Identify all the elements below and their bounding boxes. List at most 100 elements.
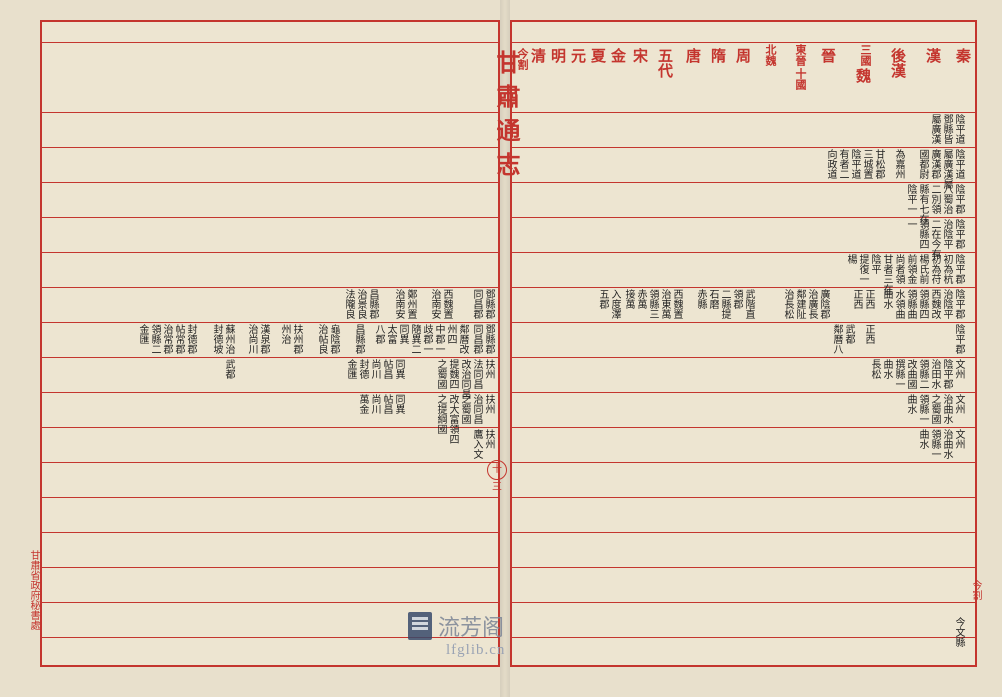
cell-text: 領郡 [730,289,742,309]
cell-text: 陰平一 [904,184,916,214]
cell-text: 曲水 [904,394,916,414]
cell-text: 廣漢郡 [928,149,940,179]
cell-text: 提魏四 [446,359,458,389]
cell-text: 隨異二 [408,324,420,354]
cell-text: 法同昌 [470,359,482,389]
rule [512,357,975,358]
dyn-han: 漢 [927,48,943,63]
cell-text: 撰縣一 [892,359,904,389]
cell-text: 西魏置 [670,289,682,319]
cell-text: 曲水 [880,289,892,309]
cell-text: 陰平郡 [952,219,964,249]
cell-text: 治陰平 [940,289,952,319]
printer-note: 甘肅省政府秘書處 [26,550,41,630]
cell-text: 有者二 [836,149,848,179]
cell-text: 尚川 [368,394,380,414]
right-page: 秦 漢 後漢 三國 魏 晉 東晉 十國 北魏 周 隋 唐 五代 宋 金 夏 元 … [510,20,977,667]
cell-text: 廣陰郡 [817,289,829,319]
cell-text: 帖昌 [380,394,392,414]
cell-text: 陰平郡 [952,184,964,214]
cell-text: 扶州 [482,359,494,379]
cell-text: 陰平道 [952,149,964,179]
cell-text: 領縣四 [916,219,928,249]
cell-text: 領縣一 [916,394,928,424]
cell-text: 屬廣漢屬 [940,149,952,189]
rule [512,147,975,148]
cell-text: 金匯 [136,324,148,344]
cell-text: 改大富領四 [446,394,458,444]
rule [42,147,498,148]
cell-text: 八郡 [372,324,384,344]
cell-text: 八蜀治 [940,184,952,214]
dyn-qin: 秦 [957,48,973,63]
cell-text: 治廣長 [805,289,817,319]
cell-text: 赤萬 [634,289,646,309]
cell-text: 之蜀國 [928,394,940,424]
cell-text: 龜陰郡 [327,324,339,354]
dyn-qing: 清 [532,48,548,63]
cell-text: 國都尉 [916,149,928,179]
cell-text: 陰平郡 [952,289,964,319]
dyn-jin2: 金 [612,48,628,63]
cell-text: 領縣三 [646,289,658,319]
cell-text: 改曲國 [904,359,916,389]
cell-text: 初為杭 [940,254,952,284]
rule [42,217,498,218]
cell-text: 治陰平 [940,219,952,249]
dyn-song: 宋 [634,48,650,63]
cell-text: 封德坡 [210,324,222,354]
rule [512,217,975,218]
rule [42,182,498,183]
cell-text: 封德郡 [184,324,196,354]
cell-text: 武階直 [742,289,754,319]
cell-text: 二縣提 [718,289,730,319]
cell-text: 改治同昌 [458,359,470,399]
cell-text: 陰平道 [848,149,860,179]
cell-text: 正西 [862,324,874,344]
dyn-beiwei: 北魏 [762,44,778,66]
cell-text: 昌縣郡 [352,324,364,354]
cell-text: 今文縣 [952,617,964,647]
cell-text: 西魏改 [928,289,940,319]
rule [42,42,498,43]
cell-text: 尚川 [368,359,380,379]
cell-text: 鄰曆八 [830,324,842,354]
rule [42,322,498,323]
rule [42,567,498,568]
cell-text: 同異 [396,324,408,344]
cell-text: 甘松郡 [872,149,884,179]
rule [42,252,498,253]
rule [42,357,498,358]
cell-text: 鄧縣郡 [482,289,494,319]
cell-text: 長松 [868,359,880,379]
bottom-note: 今割 [968,580,983,600]
cell-text: 之提綱國 [434,394,446,434]
dyn-shiguo: 十國 [792,68,808,90]
dyn-zhou: 周 [737,48,753,63]
dyn-yuan: 元 [572,48,588,63]
left-page: 鄧縣郡同昌郡西魏置治南安鄭州置治南安昌縣郡治景良法隴良鄧縣郡同昌郡鄰曆改州四中郡… [40,20,500,667]
cell-text: 鄰曆改 [456,324,468,354]
rule [512,112,975,113]
rule [512,392,975,393]
rule [512,427,975,428]
cell-text: 治景良 [354,289,366,319]
cell-text: 尚者領 [892,254,904,284]
rule [42,392,498,393]
cell-text: 領縣四 [916,289,928,319]
page-number: 十三 [487,460,507,480]
rule [512,42,975,43]
cell-text: 領縣曲 [904,289,916,319]
dyn-ming: 明 [552,48,568,63]
cell-text: 治南安 [428,289,440,319]
cell-text: 法隴良 [342,289,354,319]
cell-text: 治曲水 [940,429,952,459]
cell-text: 文州 [952,359,964,379]
rule [42,112,498,113]
cell-text: 水領曲 [892,289,904,319]
book-title: 甘肅通志 [488,50,523,186]
book-icon [408,612,432,640]
rule [512,287,975,288]
cell-text: 治長松 [781,289,793,319]
watermark: 流芳阁 [408,610,504,642]
